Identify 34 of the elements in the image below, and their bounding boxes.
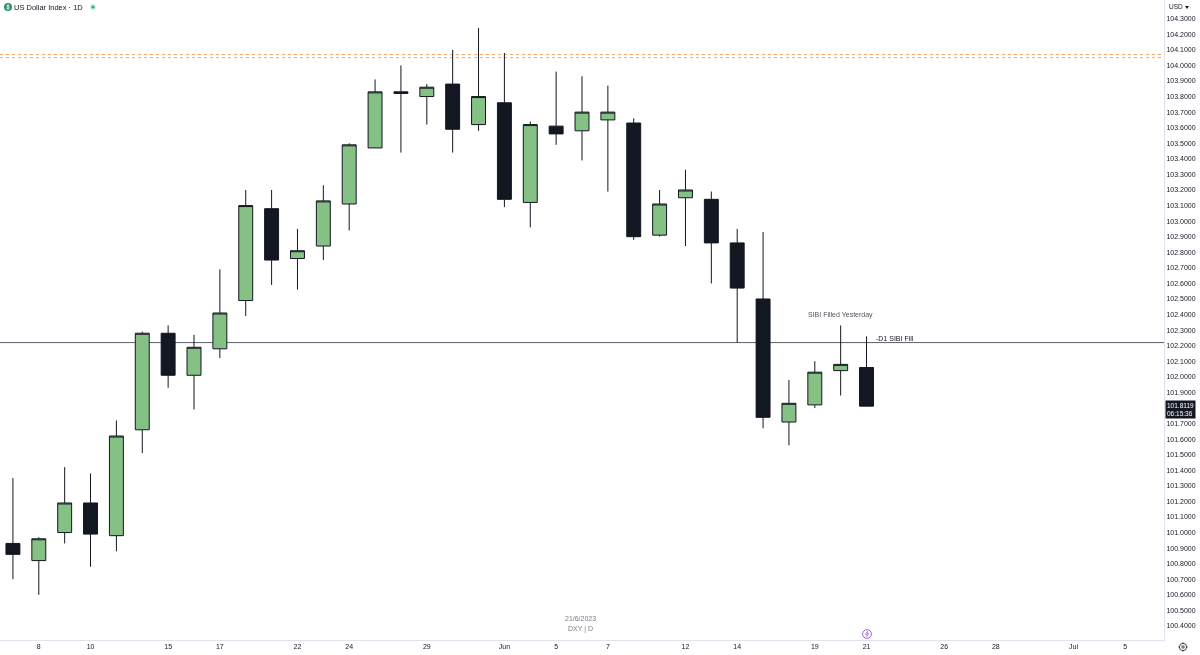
candlestick xyxy=(31,536,47,596)
candlestick xyxy=(859,335,874,407)
candlestick xyxy=(264,189,280,286)
candlestick xyxy=(341,142,357,231)
candlestick xyxy=(367,78,383,149)
candlestick xyxy=(600,85,616,193)
candlestick xyxy=(755,231,771,429)
candlestick xyxy=(496,52,512,208)
candlestick xyxy=(315,184,331,261)
candlestick xyxy=(471,27,486,132)
candlestick xyxy=(781,379,797,446)
candlestick xyxy=(134,331,150,454)
candlestick xyxy=(108,419,124,552)
candlestick xyxy=(833,324,849,397)
candlestick xyxy=(445,49,461,154)
candlestick xyxy=(393,64,409,154)
candlestick xyxy=(626,117,642,241)
candlestick xyxy=(652,189,668,238)
candlestick xyxy=(212,268,228,359)
candlestick xyxy=(522,120,538,228)
candlestick xyxy=(238,189,254,317)
candlestick xyxy=(678,169,693,247)
candlestick xyxy=(57,466,73,544)
candlestick xyxy=(160,324,176,389)
candlestick xyxy=(290,228,305,291)
candlestick xyxy=(419,83,435,126)
candlestick xyxy=(703,191,719,284)
candlestick xyxy=(807,360,823,409)
candlestick xyxy=(186,334,202,411)
candlestick xyxy=(5,477,21,580)
candlestick xyxy=(548,71,564,146)
candlestick xyxy=(83,472,98,568)
candlestick xyxy=(574,75,590,161)
candlestick xyxy=(729,228,745,344)
